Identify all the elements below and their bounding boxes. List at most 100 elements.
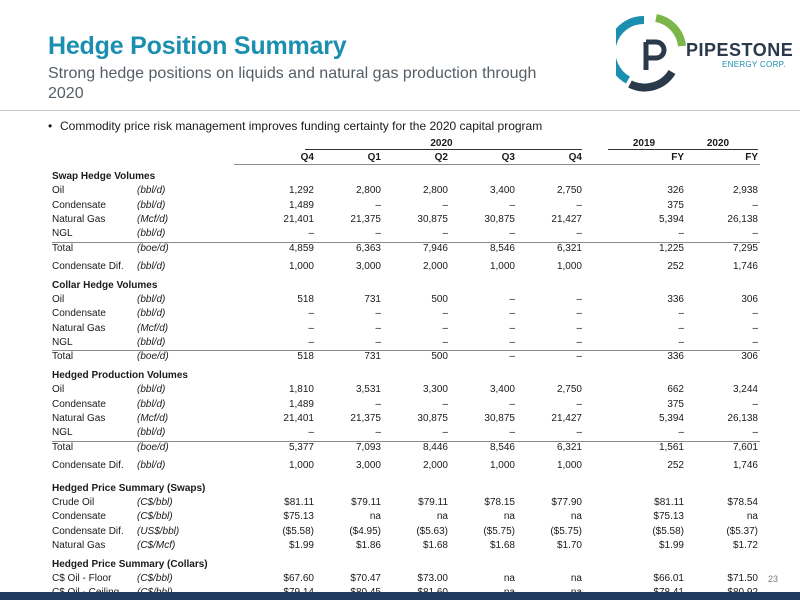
- cell-value: $81.11: [654, 496, 684, 508]
- column-header: Q1: [367, 152, 381, 164]
- cell-value: 7,601: [732, 441, 758, 453]
- cell-value: –: [752, 398, 758, 410]
- row-label: Condensate Dif.: [52, 261, 124, 273]
- cell-value: 252: [667, 460, 684, 472]
- total-row: Total (boe/d) 4,859 6,363 7,946 8,546 6,321 1,2…: [52, 241, 760, 256]
- cell-value: –: [308, 228, 314, 240]
- year-underline: [305, 149, 582, 150]
- row-label: Oil: [52, 293, 65, 305]
- cell-value: 731: [364, 351, 381, 363]
- row-label: Total: [52, 441, 74, 453]
- cell-value: 1,561: [658, 441, 684, 453]
- cell-value: –: [509, 293, 515, 305]
- year-underline: [608, 149, 684, 150]
- row-label: Condensate Dif.: [52, 460, 124, 472]
- cell-value: –: [752, 337, 758, 349]
- cell-value: $1.72: [732, 540, 758, 552]
- year-header: 2020: [430, 138, 453, 149]
- cell-value: ($5.58): [282, 525, 314, 537]
- section-title: Hedged Price Summary (Collars): [52, 558, 208, 570]
- row-unit: (US$/bbl): [137, 525, 180, 537]
- cell-value: 21,401: [283, 213, 314, 225]
- cell-value: 21,427: [551, 213, 582, 225]
- cell-value: ($5.37): [726, 525, 758, 537]
- cell-value: –: [752, 199, 758, 211]
- cell-value: 2,000: [422, 460, 448, 472]
- row-unit: (Mcf/d): [137, 322, 169, 334]
- row-label: Total: [52, 242, 74, 254]
- cell-value: 2,800: [422, 185, 448, 197]
- pipestone-logo-icon: [616, 14, 686, 92]
- cell-value: 6,363: [355, 242, 381, 254]
- cell-value: –: [678, 322, 684, 334]
- cell-value: 518: [297, 351, 314, 363]
- table-row: NGL (bbl/d) – – – – – – –: [52, 426, 760, 440]
- cell-value: 2,800: [355, 185, 381, 197]
- cell-value: 3,300: [422, 384, 448, 396]
- year-header: 2020: [706, 138, 730, 149]
- row-unit: (boe/d): [137, 441, 169, 453]
- cell-value: 3,000: [355, 261, 381, 273]
- row-label: Condensate: [52, 199, 106, 211]
- cell-value: –: [576, 322, 582, 334]
- cell-value: 3,400: [489, 185, 515, 197]
- cell-value: na: [570, 511, 582, 523]
- cell-value: 1,000: [556, 460, 582, 472]
- cell-value: –: [678, 228, 684, 240]
- cell-value: 1,000: [489, 460, 515, 472]
- cell-value: 1,746: [732, 460, 758, 472]
- cell-value: 2,938: [732, 185, 758, 197]
- row-label: Crude Oil: [52, 496, 95, 508]
- total-row: Total (boe/d) 518 731 500 – – 336 306: [52, 350, 760, 364]
- cell-value: ($5.75): [483, 525, 515, 537]
- section-title: Swap Hedge Volumes: [52, 170, 156, 182]
- column-header: FY: [671, 152, 684, 164]
- cell-value: –: [308, 308, 314, 320]
- bullet-dot-icon: •: [48, 119, 53, 133]
- row-unit: (bbl/d): [137, 384, 166, 396]
- row-label: Natural Gas: [52, 213, 106, 225]
- row-unit: (bbl/d): [137, 398, 166, 410]
- cell-value: 7,946: [422, 242, 448, 254]
- total-row: Total (boe/d) 5,377 7,093 8,446 8,546 6,321 1,5…: [52, 440, 760, 455]
- row-unit: (C$/bbl): [137, 496, 173, 508]
- cell-value: 375: [667, 398, 684, 410]
- cell-value: 2,750: [556, 384, 582, 396]
- column-header: Q2: [434, 152, 448, 164]
- row-label: Condensate: [52, 511, 106, 523]
- cell-value: 7,093: [355, 441, 381, 453]
- row-label: Natural Gas: [52, 322, 106, 334]
- table-row: Condensate (bbl/d) 1,489 – – – – 375 –: [52, 199, 760, 213]
- row-unit: (bbl/d): [137, 337, 166, 349]
- page-title: Hedge Position Summary: [48, 32, 347, 60]
- section-title: Collar Hedge Volumes: [52, 279, 158, 291]
- table-row: C$ Oil - Floor (C$/bbl) $67.60 $70.47 $73.00…: [52, 572, 760, 586]
- row-label: C$ Oil - Floor: [52, 572, 112, 584]
- page-subtitle: Strong hedge positions on liquids and na…: [48, 65, 537, 102]
- hedge-table: 2020 2019 2020 Q4 Q1 Q2 Q3 Q4 FY FY Swap Hedge Vol…: [52, 137, 760, 601]
- cell-value: –: [509, 199, 515, 211]
- cell-value: $73.00: [417, 572, 448, 584]
- cell-value: 731: [364, 293, 381, 305]
- cell-value: 30,875: [484, 413, 515, 425]
- cell-value: na: [369, 511, 381, 523]
- cell-value: –: [509, 427, 515, 439]
- cell-value: $1.70: [556, 540, 582, 552]
- row-label: Natural Gas: [52, 540, 106, 552]
- cell-value: na: [503, 511, 515, 523]
- cell-value: $75.13: [283, 511, 314, 523]
- year-header-row: 2020 2019 2020: [52, 137, 760, 151]
- cell-value: $1.99: [288, 540, 314, 552]
- cell-value: –: [678, 308, 684, 320]
- cell-value: 500: [431, 293, 448, 305]
- cell-value: –: [576, 293, 582, 305]
- cell-value: 500: [431, 351, 448, 363]
- cell-value: 2,000: [422, 261, 448, 273]
- cell-value: –: [678, 427, 684, 439]
- cell-value: –: [509, 308, 515, 320]
- table-row: Condensate (bbl/d) 1,489 – – – – 375 –: [52, 398, 760, 412]
- cell-value: –: [576, 351, 582, 363]
- cell-value: 5,377: [288, 441, 314, 453]
- bullet-text: Commodity price risk management improves…: [60, 119, 543, 133]
- cell-value: 1,000: [489, 261, 515, 273]
